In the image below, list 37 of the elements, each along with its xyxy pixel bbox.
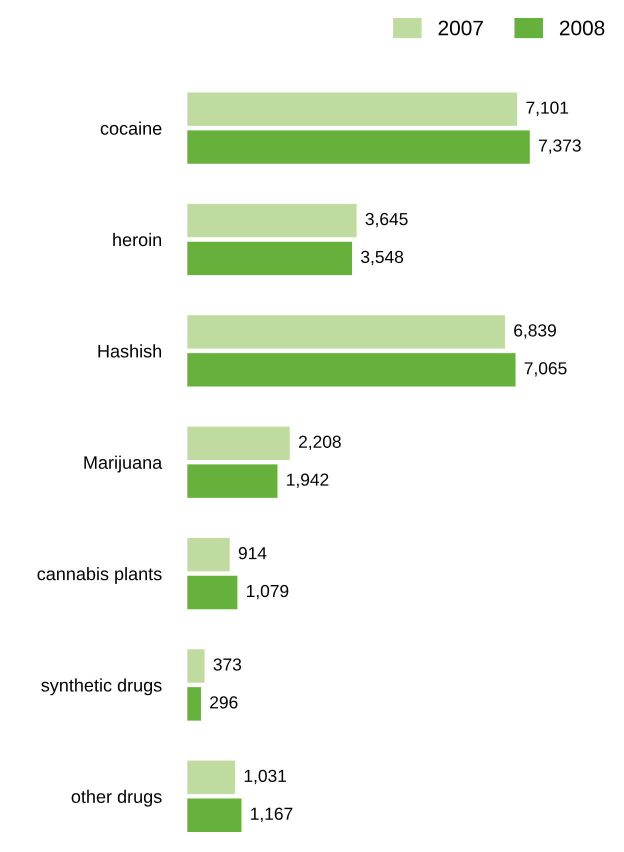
y-tick-label: other drugs [72, 790, 162, 807]
data-label: 3,548 [361, 250, 404, 266]
bar [187, 315, 505, 349]
bar [187, 576, 238, 610]
data-label: 7,373 [539, 139, 581, 154]
bar [187, 464, 278, 498]
y-tick-label: Hashish [98, 344, 162, 358]
data-label: 7,065 [524, 362, 567, 376]
legend-label: 2008 [560, 20, 604, 36]
bar [187, 760, 236, 794]
data-label: 3,645 [366, 212, 408, 228]
bar [187, 649, 205, 683]
data-label: 2,208 [299, 436, 341, 450]
y-tick-label: heroin [113, 232, 162, 246]
data-label: 914 [238, 547, 266, 560]
data-label: 1,167 [251, 808, 292, 822]
bar [187, 130, 530, 164]
y-tick-label: cocaine [100, 122, 162, 135]
bar [187, 92, 518, 126]
data-label: 1,079 [246, 584, 288, 600]
y-tick-label: synthetic drugs [41, 678, 162, 696]
data-label: 1,942 [287, 474, 328, 488]
data-label: 373 [214, 658, 242, 671]
bar [187, 353, 516, 386]
y-tick-label: cannabis plants [38, 567, 162, 584]
bar [187, 538, 230, 572]
bar [187, 426, 290, 460]
data-label: 7,101 [526, 102, 568, 116]
bar [187, 242, 352, 276]
data-label: 1,031 [244, 770, 286, 784]
legend-label: 2007 [438, 20, 483, 36]
y-tick-label: Marijuana [84, 456, 162, 472]
bar [187, 798, 242, 832]
data-label: 296 [210, 696, 238, 709]
bar [187, 687, 201, 721]
bar [187, 204, 357, 238]
data-label: 6,839 [514, 324, 556, 339]
